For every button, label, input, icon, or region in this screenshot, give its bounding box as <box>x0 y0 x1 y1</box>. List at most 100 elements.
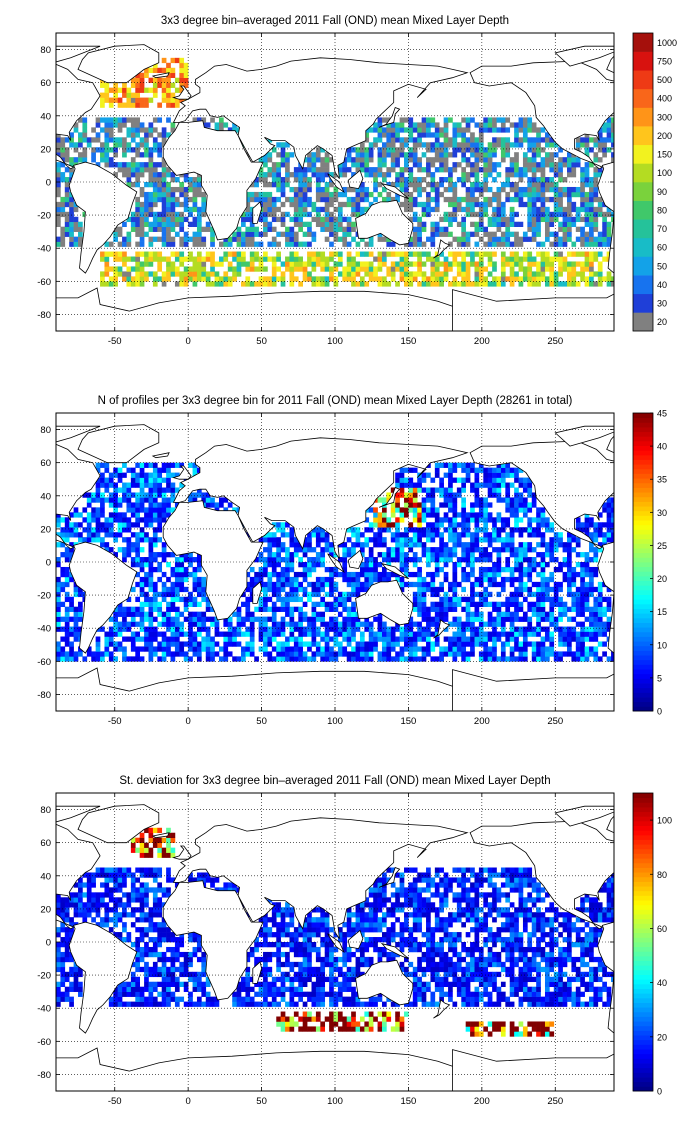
data-cell <box>117 512 123 518</box>
data-cell <box>368 157 374 163</box>
data-cell <box>355 646 361 652</box>
data-cell <box>584 512 590 518</box>
data-cell <box>117 547 123 553</box>
data-cell <box>245 581 251 588</box>
data-cell <box>95 512 101 518</box>
data-cell <box>606 221 612 227</box>
data-cell <box>395 132 400 138</box>
data-cell <box>170 271 176 277</box>
data-cell <box>522 651 528 657</box>
data-cell <box>329 566 334 573</box>
data-cell <box>443 571 449 578</box>
data-cell <box>351 226 356 232</box>
data-cell <box>82 211 88 218</box>
data-cell <box>307 186 312 193</box>
data-cell <box>337 557 343 563</box>
data-cell <box>500 656 506 662</box>
data-cell <box>518 601 524 607</box>
data-cell <box>285 646 290 652</box>
data-cell <box>408 497 414 503</box>
data-cell <box>505 532 511 538</box>
data-cell <box>589 226 594 232</box>
data-cell <box>174 216 180 223</box>
data-cell <box>417 646 422 652</box>
data-cell <box>307 646 312 652</box>
data-cell <box>448 241 453 247</box>
data-cell <box>130 256 136 262</box>
data-cell <box>377 651 383 657</box>
data-cell <box>443 147 449 153</box>
data-cell <box>311 581 317 588</box>
data-cell <box>108 641 114 647</box>
data-cell <box>553 591 559 598</box>
data-cell <box>324 581 330 588</box>
data-cell <box>108 547 114 553</box>
data-cell <box>426 626 431 632</box>
data-cell <box>589 532 594 538</box>
data-cell <box>536 281 541 287</box>
data-cell <box>452 211 458 218</box>
data-cell <box>452 576 458 583</box>
data-cell <box>597 167 603 173</box>
data-cell <box>285 196 290 203</box>
data-cell <box>100 117 105 123</box>
data-cell <box>135 182 140 188</box>
data-cell <box>56 656 61 662</box>
data-cell <box>355 271 361 277</box>
data-cell <box>478 271 484 277</box>
data-cell <box>443 186 449 193</box>
data-cell <box>276 606 281 612</box>
data-cell <box>122 626 127 632</box>
data-cell <box>470 182 475 188</box>
data-cell <box>589 571 594 578</box>
data-cell <box>540 251 546 257</box>
data-cell <box>395 157 400 163</box>
data-cell <box>280 191 286 198</box>
data-cell <box>126 636 132 642</box>
data-cell <box>64 641 70 647</box>
data-cell <box>166 77 171 83</box>
data-cell <box>540 606 546 612</box>
data-cell <box>430 241 436 247</box>
data-cell <box>492 231 497 237</box>
data-cell <box>302 177 308 183</box>
data-cell <box>280 586 286 593</box>
data-cell <box>139 611 145 617</box>
data-cell <box>179 271 185 277</box>
data-cell <box>368 201 374 208</box>
data-cell <box>170 57 176 64</box>
data-cell <box>289 231 295 237</box>
data-cell <box>509 636 515 642</box>
data-cell <box>298 562 303 568</box>
data-cell <box>399 557 405 563</box>
data-cell <box>130 512 136 518</box>
data-cell <box>395 527 400 533</box>
data-cell <box>280 162 286 168</box>
data-cell <box>166 271 171 277</box>
data-cell <box>496 196 502 203</box>
data-cell <box>562 611 568 617</box>
data-cell <box>593 631 599 637</box>
data-cell <box>258 571 264 578</box>
data-cell <box>174 221 180 227</box>
data-cell <box>100 492 105 498</box>
data-cell <box>483 522 489 528</box>
data-cell <box>364 271 370 277</box>
data-cell <box>117 527 123 533</box>
data-cell <box>232 656 237 662</box>
data-cell <box>258 261 264 267</box>
data-cell <box>56 172 61 178</box>
data-cell <box>470 581 475 588</box>
data-cell <box>227 651 233 657</box>
data-cell <box>531 256 537 262</box>
data-cell <box>285 651 290 657</box>
data-cell <box>553 626 559 632</box>
data-cell <box>593 157 599 163</box>
data-cell <box>196 646 202 652</box>
data-cell <box>298 571 303 578</box>
data-cell <box>439 547 444 553</box>
data-cell <box>589 241 594 247</box>
data-cell <box>448 532 453 538</box>
data-cell <box>100 626 105 632</box>
data-cell <box>531 601 537 607</box>
